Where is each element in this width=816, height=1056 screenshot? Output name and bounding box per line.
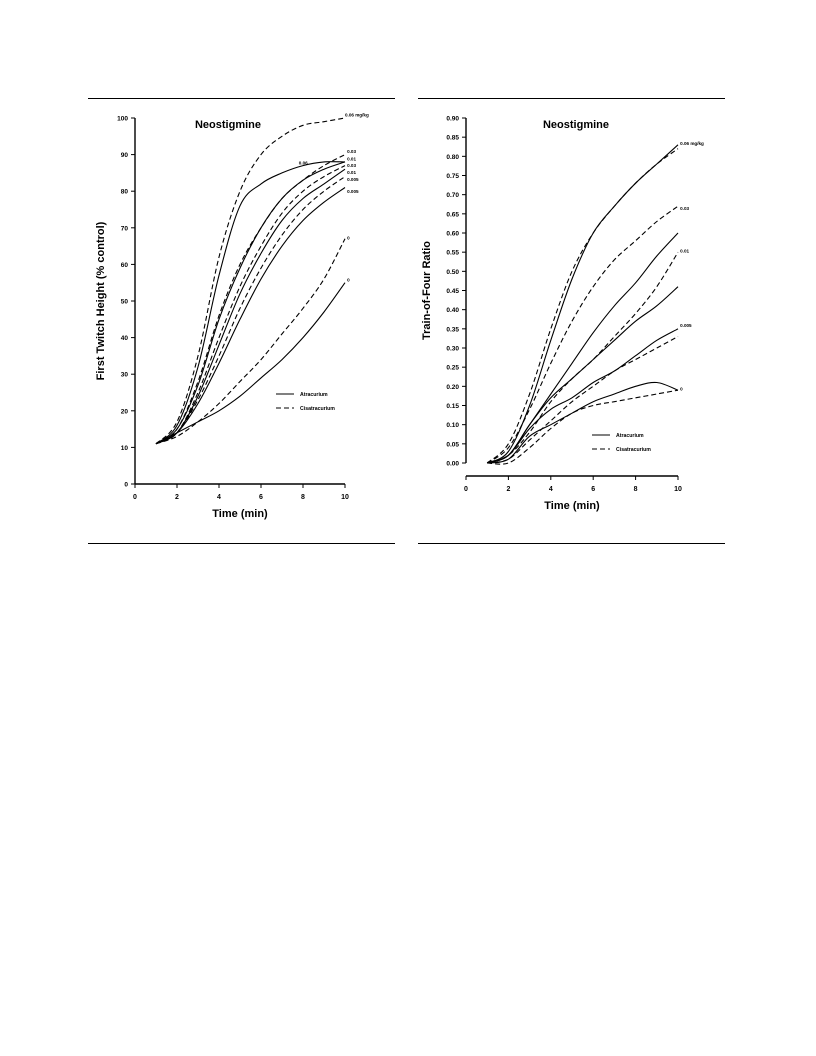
- series-end-label: 0.03: [347, 149, 356, 154]
- series-end-label: 0: [347, 235, 350, 240]
- series-line-dashed: [155, 176, 346, 445]
- y-tick-label: 60: [121, 262, 129, 269]
- y-tick-label: 0.40: [446, 307, 459, 314]
- x-tick-label: 6: [591, 486, 595, 493]
- series-line-dashed: [155, 238, 346, 445]
- series-line-dashed: [487, 336, 679, 464]
- twitch-height-chart: 0 10 20 30 40 50 60 70 80 90 100 0 2 4 6 8 10 Time (min) F…: [95, 112, 369, 520]
- x-tick-label: 0: [464, 486, 468, 493]
- top-rule-right: [418, 98, 725, 99]
- y-axis-label: Train-of-Four Ratio: [421, 241, 433, 340]
- series-line-solid: [487, 286, 679, 464]
- x-tick-label: 2: [506, 486, 510, 493]
- bottom-rule-left: [88, 543, 395, 544]
- series-end-label: 0: [347, 277, 350, 282]
- x-tick-label: 10: [674, 486, 682, 493]
- x-tick-label: 4: [217, 494, 221, 501]
- chart-title: Neostigmine: [543, 119, 609, 131]
- series-line-solid: [155, 282, 346, 445]
- series-line-solid: [155, 161, 346, 445]
- series-end-label: 0.01: [347, 157, 356, 162]
- x-axis-label: Time (min): [212, 508, 268, 520]
- train-of-four-chart-panel: 0.00 0.05 0.10 0.15 0.20 0.25 0.30 0.35 0.40 0.45…: [410, 104, 740, 536]
- series-end-label: 0.06: [299, 161, 308, 166]
- series-end-label: 0.01: [680, 248, 689, 253]
- y-tick-label: 30: [121, 372, 129, 379]
- series-line-solid: [487, 328, 679, 464]
- y-tick-label: 0.35: [446, 326, 459, 333]
- series-line-dashed: [486, 205, 679, 464]
- x-tick-label: 0: [133, 494, 137, 501]
- twitch-height-chart-panel: 0 10 20 30 40 50 60 70 80 90 100 0 2 4 6 8 10 Time (min) F…: [88, 104, 400, 536]
- series-line-solid: [487, 232, 679, 464]
- x-tick-label: 10: [341, 494, 349, 501]
- y-tick-label: 0.50: [446, 269, 459, 276]
- y-tick-label: 0.10: [446, 422, 459, 429]
- y-tick-label: 0.25: [446, 365, 459, 372]
- x-tick-label: 8: [634, 486, 638, 493]
- series-end-label: 0: [680, 386, 683, 391]
- series-line-dashed: [155, 154, 346, 445]
- series-line-solid: [487, 381, 679, 464]
- chart-title: Neostigmine: [195, 119, 261, 131]
- legend-entry-label: Atracurium: [616, 433, 644, 439]
- series-end-label: 0.01: [347, 170, 356, 175]
- series-line-solid: [155, 168, 346, 445]
- series-end-label: 0.03: [347, 163, 356, 168]
- series-line-dashed: [155, 165, 346, 445]
- series-end-label: 0.03: [680, 206, 689, 211]
- y-tick-label: 80: [121, 189, 129, 196]
- y-axis-label: First Twitch Height (% control): [95, 221, 107, 380]
- train-of-four-chart: 0.00 0.05 0.10 0.15 0.20 0.25 0.30 0.35 0.40 0.45…: [421, 116, 704, 513]
- y-tick-label: 50: [121, 299, 129, 306]
- legend-entry-label: Cisatracurium: [300, 406, 335, 412]
- y-tick-label: 0.90: [446, 116, 459, 123]
- series-line-dashed: [487, 251, 679, 464]
- y-tick-label: 0.75: [446, 173, 459, 180]
- y-tick-label: 0.55: [446, 250, 459, 257]
- y-tick-label: 0.80: [446, 154, 459, 161]
- series-end-label: 0.06 mg/kg: [680, 141, 704, 146]
- x-tick-label: 2: [175, 494, 179, 501]
- legend-entry-label: Atracurium: [300, 392, 328, 398]
- legend-entry-label: Cisatracurium: [616, 447, 651, 453]
- y-tick-label: 0.15: [446, 403, 459, 410]
- y-tick-label: 0.70: [446, 192, 459, 199]
- y-tick-label: 0: [124, 482, 128, 489]
- series-end-label: 0.06 mg/kg: [345, 112, 369, 117]
- x-tick-label: 6: [259, 494, 263, 501]
- y-tick-label: 0.05: [446, 441, 459, 448]
- series-line-dashed: [487, 389, 679, 465]
- top-rule-left: [88, 98, 395, 99]
- x-tick-label: 8: [301, 494, 305, 501]
- x-axis-label: Time (min): [544, 500, 600, 512]
- y-tick-label: 0.60: [446, 231, 459, 238]
- y-tick-label: 0.65: [446, 211, 459, 218]
- y-tick-label: 40: [121, 335, 129, 342]
- series-end-label: 0.005: [680, 323, 692, 328]
- y-tick-label: 70: [121, 225, 129, 232]
- y-tick-label: 0.45: [446, 288, 459, 295]
- series-line-dashed: [155, 117, 346, 445]
- y-tick-label: 0.30: [446, 346, 459, 353]
- y-tick-label: 90: [121, 152, 129, 159]
- series-line-solid: [155, 187, 346, 445]
- series-line-solid: [155, 161, 346, 445]
- y-tick-label: 10: [121, 445, 129, 452]
- series-line-dashed: [486, 148, 679, 464]
- series-end-label: 0.005: [347, 177, 359, 182]
- y-tick-label: 0.85: [446, 135, 459, 142]
- y-tick-label: 100: [117, 116, 128, 123]
- series-end-label: 0.005: [347, 189, 359, 194]
- bottom-rule-right: [418, 543, 725, 544]
- y-tick-label: 20: [121, 408, 129, 415]
- y-tick-label: 0.00: [446, 461, 459, 468]
- y-tick-label: 0.20: [446, 384, 459, 391]
- x-tick-label: 4: [549, 486, 553, 493]
- series-line-solid: [486, 144, 679, 464]
